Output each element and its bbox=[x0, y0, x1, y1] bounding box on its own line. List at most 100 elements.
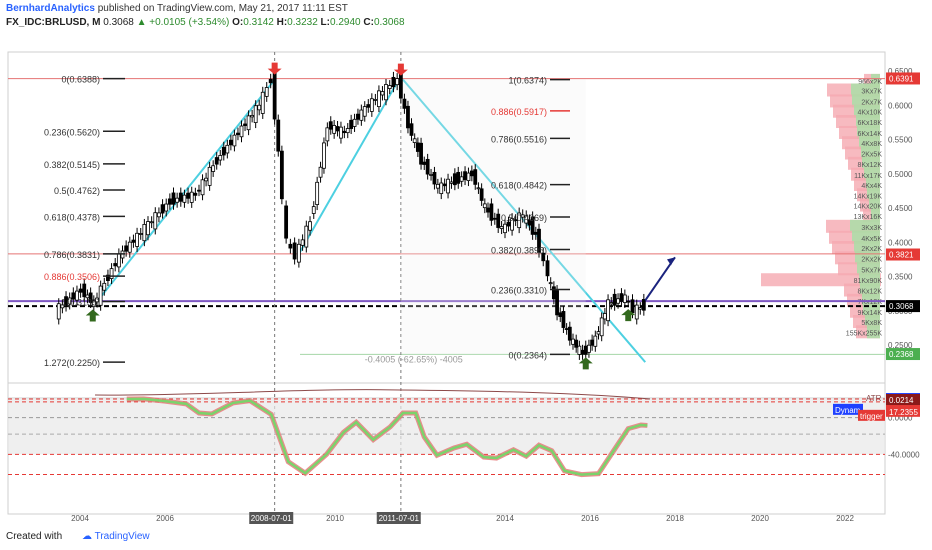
time-axis-tick: 2018 bbox=[666, 514, 684, 523]
price-candle-body bbox=[593, 335, 598, 347]
price-candle-body bbox=[446, 178, 450, 194]
price-candle-body bbox=[571, 338, 575, 345]
price-candle-body bbox=[178, 192, 183, 202]
fib-left-level-label: 0(0.6388) bbox=[61, 75, 100, 85]
open-value: 0.3142 bbox=[243, 17, 274, 28]
price-candle-body bbox=[510, 218, 514, 231]
price-candle-body bbox=[466, 172, 471, 182]
time-axis-tick: 2016 bbox=[581, 514, 599, 523]
tradingview-brand: TradingView bbox=[94, 531, 150, 542]
price-candle-body bbox=[91, 300, 96, 308]
price-candle-body bbox=[567, 326, 572, 341]
time-axis-label-bg bbox=[249, 512, 294, 524]
price-axis-label: 0.6391 bbox=[889, 74, 914, 83]
volume-profile-buy-bar bbox=[859, 136, 880, 150]
price-candle-body bbox=[537, 228, 541, 253]
price-axis-tick: 0.2500 bbox=[888, 341, 913, 350]
price-candle-body bbox=[638, 307, 643, 310]
volume-profile-buy-bar bbox=[852, 230, 880, 244]
trigger-label: trigger bbox=[860, 412, 883, 421]
price-candle-body bbox=[602, 313, 607, 320]
price-candle-body bbox=[587, 344, 591, 353]
price-candle-body bbox=[551, 286, 556, 300]
price-candle-body bbox=[189, 191, 194, 203]
price-candle-body bbox=[279, 150, 284, 200]
price-candle-body bbox=[171, 192, 176, 205]
atr-line bbox=[94, 389, 651, 400]
volume-profile-buy-bar bbox=[852, 94, 880, 108]
footer: Created with ☁ TradingView bbox=[0, 524, 932, 550]
up-arrow-icon bbox=[578, 357, 593, 370]
price-candle-body bbox=[164, 203, 169, 212]
price-candle-body bbox=[395, 78, 400, 86]
price-candle-body bbox=[442, 183, 447, 187]
tradingview-cloud-icon: ☁ bbox=[82, 531, 95, 542]
price-axis-tick: 0.4000 bbox=[888, 238, 913, 247]
price-candle-body bbox=[113, 263, 118, 267]
price-candle-body bbox=[211, 165, 216, 172]
volume-profile-label: 2Kx5K bbox=[861, 152, 882, 159]
price-candle-body bbox=[425, 158, 430, 175]
chart-canvas[interactable]: 966x2K 3Kx7K 2Kx7K 4Kx10K 6Kx18K 6Kx14K 4Kx8K 2… bbox=[0, 28, 932, 550]
price-candle-body bbox=[524, 215, 529, 224]
fib-left-level-label: 0.886(0.3506) bbox=[44, 272, 100, 282]
price-candle-body bbox=[545, 260, 550, 277]
price-candle-body bbox=[473, 169, 478, 185]
price-candle-body bbox=[432, 171, 437, 185]
price-candle-body bbox=[78, 288, 83, 293]
price-candle-body bbox=[253, 105, 258, 124]
volume-profile-label: 2Kx2K bbox=[861, 256, 882, 263]
volume-profile-buy-bar bbox=[862, 156, 880, 170]
price-candle-body bbox=[345, 128, 350, 134]
volume-profile-buy-bar bbox=[860, 283, 880, 297]
price-candle-body bbox=[311, 206, 316, 214]
price-candle-body bbox=[257, 104, 262, 111]
price-candle-body bbox=[332, 125, 337, 134]
price-candle-body bbox=[308, 221, 312, 231]
price-axis-label-bg bbox=[886, 72, 920, 85]
volume-profile-label: 81Kx90K bbox=[854, 278, 883, 285]
volume-profile-sell-bar bbox=[761, 273, 881, 287]
tradingview-logo[interactable]: ☁ TradingView bbox=[82, 531, 150, 542]
fib-right-level-label: 0.236(0.3310) bbox=[491, 286, 547, 296]
volume-profile-label: 14Kx20K bbox=[854, 204, 883, 211]
price-candle-body bbox=[276, 119, 281, 152]
price-candle-body bbox=[131, 239, 136, 243]
price-candle-body bbox=[517, 212, 522, 229]
fib-right-level-label: 0.886(0.5917) bbox=[491, 107, 547, 117]
high-value: 0.3232 bbox=[287, 17, 318, 28]
fib-right-level-label: 0.618(0.4842) bbox=[491, 181, 547, 191]
price-candle-body bbox=[469, 170, 474, 177]
created-with-label: Created with bbox=[6, 531, 63, 542]
symbol-name[interactable]: FX_IDC:BRLUSD, M bbox=[6, 17, 101, 28]
price-candle-body bbox=[207, 166, 212, 186]
price-candle-body bbox=[459, 176, 464, 182]
time-axis-tick: 2014 bbox=[496, 514, 514, 523]
low-label: L: bbox=[320, 17, 330, 28]
author-name[interactable]: BernhardAnalytics bbox=[6, 3, 95, 14]
price-candle-body bbox=[406, 105, 410, 129]
atr-value-bg bbox=[886, 394, 920, 405]
volume-profile-label: 966x2K bbox=[858, 79, 882, 86]
price-candle-body bbox=[349, 119, 354, 129]
price-axis-tick: 0.6500 bbox=[888, 67, 913, 76]
price-candle-body bbox=[463, 171, 467, 180]
price-candle-body bbox=[264, 87, 269, 97]
price-candle-body bbox=[626, 300, 631, 303]
chart-header: BernhardAnalytics published on TradingVi… bbox=[0, 0, 932, 28]
price-axis-label-bg bbox=[886, 348, 920, 361]
price-candle-body bbox=[530, 216, 535, 235]
volume-profile-buy-bar bbox=[855, 251, 880, 265]
price-candle-body bbox=[135, 232, 139, 247]
measure-label: -0.4005 (-62.65%) -4005 bbox=[365, 354, 463, 364]
price-candle-body bbox=[387, 85, 392, 89]
price-candle-body bbox=[641, 299, 646, 311]
price-axis-tick: 0.5000 bbox=[888, 170, 913, 179]
price-candle-body bbox=[373, 99, 378, 101]
down-arrow-icon bbox=[393, 63, 408, 76]
price-candle-body bbox=[296, 243, 301, 263]
price-axis-tick: 0.6000 bbox=[888, 101, 913, 110]
atr-value: 0.0214 bbox=[889, 396, 914, 405]
price-candle-body bbox=[412, 138, 417, 143]
price-candle-body bbox=[409, 123, 414, 136]
